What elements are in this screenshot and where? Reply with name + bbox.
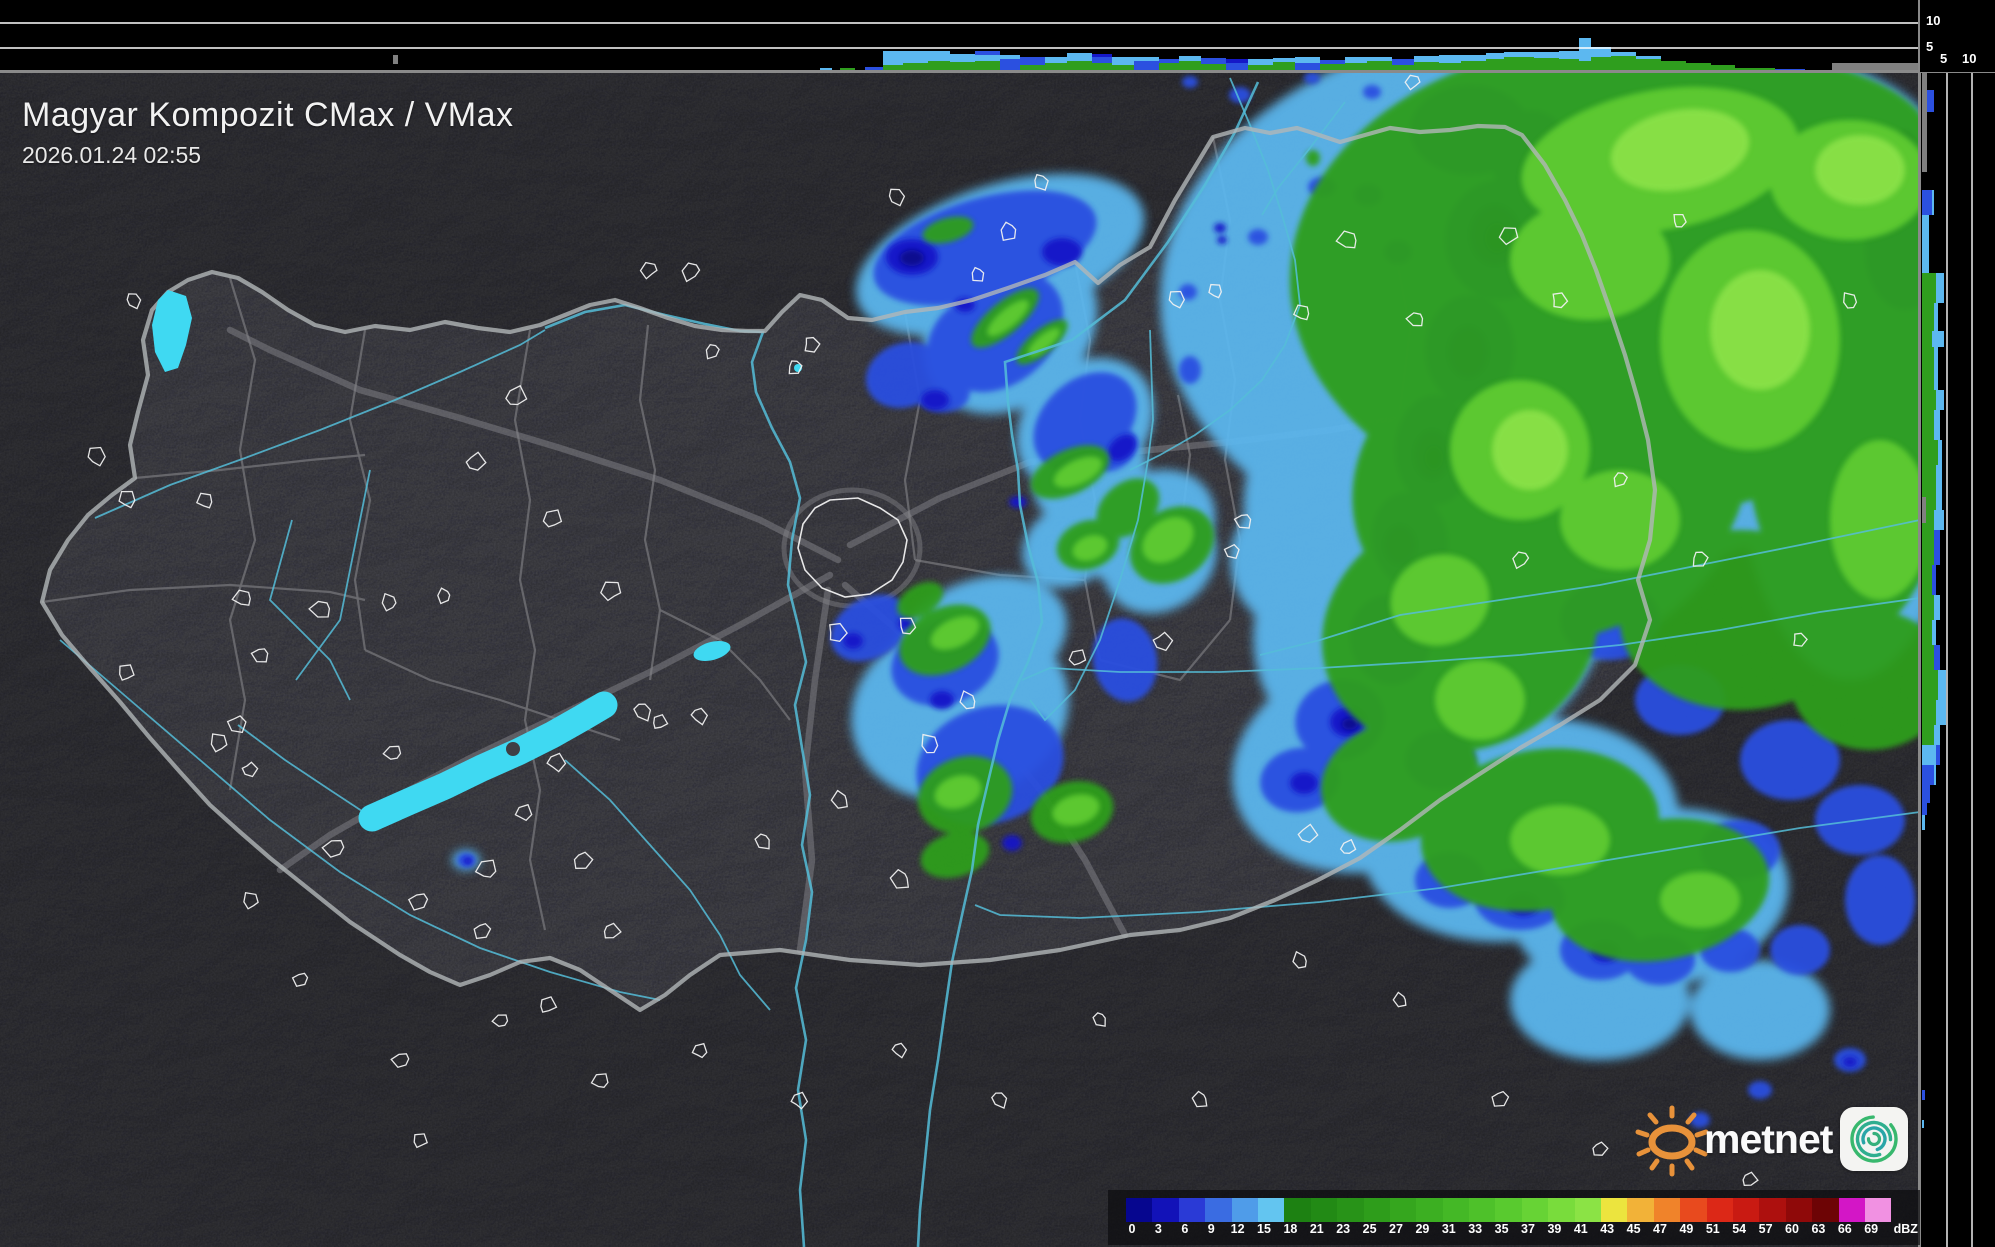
legend-label: 12 [1230,1222,1245,1236]
legend-label: 45 [1626,1222,1641,1236]
legend-cell [1257,1198,1285,1222]
legend-label: 43 [1600,1222,1615,1236]
legend-label: 41 [1573,1222,1588,1236]
legend-cell [1389,1198,1417,1222]
legend-cell [1205,1198,1232,1222]
legend-label: 37 [1521,1222,1535,1236]
legend-cell [1864,1198,1892,1222]
header: Magyar Kompozit CMax / VMax 2026.01.24 0… [22,96,514,169]
right-strip-tick-10km: 10 [1962,51,1977,66]
legend-label: 0 [1128,1222,1136,1236]
metnet-app-icon [1840,1107,1909,1171]
legend-label: 33 [1468,1222,1483,1236]
legend-cell [1706,1198,1733,1222]
top-strip-tick-5km: 5 [1926,39,1934,54]
legend-cell [1231,1198,1258,1222]
legend-label: 18 [1283,1222,1298,1236]
legend-unit: dBZ [1893,1222,1918,1236]
legend-label: 51 [1705,1222,1720,1236]
right-profile-plot [1922,72,1973,1247]
page-title: Magyar Kompozit CMax / VMax [22,96,514,134]
metnet-wordmark: metnet [1704,1115,1833,1162]
legend-cell [1548,1198,1575,1222]
legend-cell [1653,1198,1681,1222]
legend-label: 29 [1415,1222,1430,1236]
legend-cell [1363,1198,1390,1222]
legend-label: 21 [1309,1222,1324,1236]
right-strip-tick-5km: 5 [1940,51,1948,66]
legend-label: 69 [1864,1222,1879,1236]
legend-label: 35 [1494,1222,1509,1236]
legend-cell [1680,1198,1707,1222]
legend-cell [1152,1198,1179,1222]
strip-divider-vertical [1918,0,1921,1247]
legend-cell [1785,1198,1813,1222]
legend-label: 3 [1154,1222,1162,1236]
legend-cell [1442,1198,1470,1222]
legend-label: 60 [1785,1222,1799,1236]
legend-cell [1284,1198,1311,1222]
top-profile-plot [0,22,1920,71]
legend-cell [1574,1198,1602,1222]
legend-cell [1812,1198,1839,1222]
watermark: metnet [1630,1098,1909,1180]
legend-cell [1495,1198,1522,1222]
legend-cell [1732,1198,1760,1222]
legend-label: 27 [1389,1222,1403,1236]
legend-cell [1601,1198,1628,1222]
dbz-labels: 0 3 6 9 12 15 18 21 23 25 27 29 31 33 35 37 39 41 43 45 47 49… [1108,1222,1920,1238]
legend-label: 6 [1181,1222,1189,1236]
legend-label: 57 [1758,1222,1773,1236]
legend-label: 9 [1207,1222,1215,1236]
legend-cell [1759,1198,1786,1222]
radar-map-canvas [0,72,1920,1247]
legend-label: 25 [1362,1222,1377,1236]
legend-cell [1126,1198,1153,1222]
legend-label: 63 [1811,1222,1826,1236]
strip-divider-horizontal [0,70,1995,73]
legend-label: 31 [1441,1222,1456,1236]
legend-cell [1469,1198,1496,1222]
legend-cell [1521,1198,1549,1222]
legend-label: 47 [1653,1222,1667,1236]
top-profile-strip [0,0,1920,72]
legend-label: 54 [1732,1222,1747,1236]
legend-cell [1627,1198,1654,1222]
legend-label: 23 [1336,1222,1351,1236]
legend-label: 39 [1547,1222,1562,1236]
radar-map [0,72,1920,1247]
legend-label: 49 [1679,1222,1694,1236]
profile-axis-corner: 10 5 5 10 [1920,0,1995,72]
legend-label: 66 [1837,1222,1852,1236]
legend-label: 15 [1257,1222,1271,1236]
sun-icon [1635,1105,1709,1177]
right-profile-strip [1920,0,1995,1247]
top-strip-tick-10km: 10 [1926,13,1941,28]
dbz-legend: 0 3 6 9 12 15 18 21 23 25 27 29 31 33 35 37 39 41 43 45 47 49… [1108,1190,1920,1245]
legend-cell [1310,1198,1338,1222]
dbz-colorbar [1126,1198,1892,1222]
spiral-icon [1850,1115,1899,1163]
legend-cell [1178,1198,1206,1222]
legend-cell [1337,1198,1364,1222]
legend-cell [1838,1198,1865,1222]
timestamp: 2026.01.24 02:55 [22,142,202,168]
legend-cell [1416,1198,1443,1222]
